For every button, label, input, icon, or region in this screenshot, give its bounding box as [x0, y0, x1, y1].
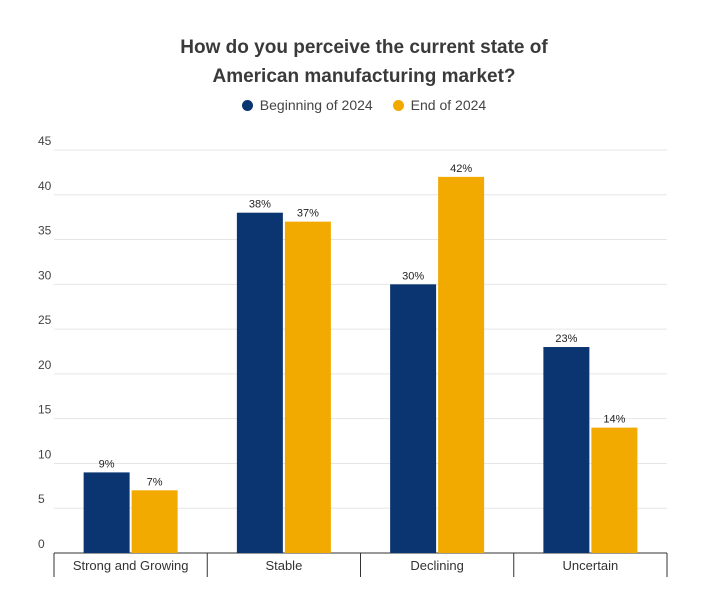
bar-strong-and-growing-series-0[interactable]	[83, 472, 130, 553]
data-label-stable-series-1: 37%	[297, 208, 319, 220]
bar-stable-series-0[interactable]	[236, 212, 283, 553]
legend-item-beginning-2024[interactable]: Beginning of 2024	[241, 97, 373, 113]
y-tick-label-15: 15	[38, 403, 52, 417]
legend-label-beginning-2024: Beginning of 2024	[259, 97, 373, 113]
chart-title: How do you perceive the current state of…	[0, 33, 728, 91]
bar-declining-series-1[interactable]	[438, 176, 485, 553]
x-tick-label-3: Uncertain	[563, 558, 619, 573]
y-tick-label-40: 40	[38, 179, 52, 193]
legend-marker-end-2024	[392, 99, 404, 111]
bar-uncertain-series-0[interactable]	[543, 347, 590, 553]
y-tick-label-5: 5	[38, 492, 45, 506]
data-label-declining-series-1: 42%	[450, 163, 472, 175]
data-label-strong-and-growing-series-0: 9%	[99, 458, 115, 470]
bar-uncertain-series-1[interactable]	[591, 427, 638, 553]
x-tick-label-1: Stable	[265, 558, 302, 573]
data-label-strong-and-growing-series-1: 7%	[147, 476, 163, 488]
y-tick-label-25: 25	[38, 313, 52, 327]
y-tick-label-0: 0	[38, 537, 45, 551]
chart-title-line-2: American manufacturing market?	[212, 66, 516, 87]
y-tick-label-20: 20	[38, 358, 52, 372]
legend-item-end-2024[interactable]: End of 2024	[392, 97, 487, 113]
legend-marker-beginning-2024	[241, 99, 253, 111]
chart-title-line-1: How do you perceive the current state of	[180, 37, 548, 58]
y-tick-label-35: 35	[38, 224, 52, 238]
legend-label-end-2024: End of 2024	[410, 97, 487, 113]
data-label-uncertain-series-0: 23%	[555, 333, 577, 345]
chart-legend: Beginning of 2024 End of 2024	[0, 97, 728, 113]
data-label-uncertain-series-1: 14%	[603, 414, 625, 426]
y-tick-label-45: 45	[38, 134, 52, 148]
bar-strong-and-growing-series-1[interactable]	[131, 490, 178, 553]
x-tick-label-0: Strong and Growing	[73, 558, 189, 573]
x-tick-label-2: Declining	[410, 558, 463, 573]
bar-declining-series-0[interactable]	[390, 284, 437, 553]
data-label-declining-series-0: 30%	[402, 270, 424, 282]
bar-stable-series-1[interactable]	[284, 221, 331, 553]
data-label-stable-series-0: 38%	[249, 199, 271, 211]
y-tick-label-30: 30	[38, 268, 52, 282]
y-tick-label-10: 10	[38, 447, 52, 461]
